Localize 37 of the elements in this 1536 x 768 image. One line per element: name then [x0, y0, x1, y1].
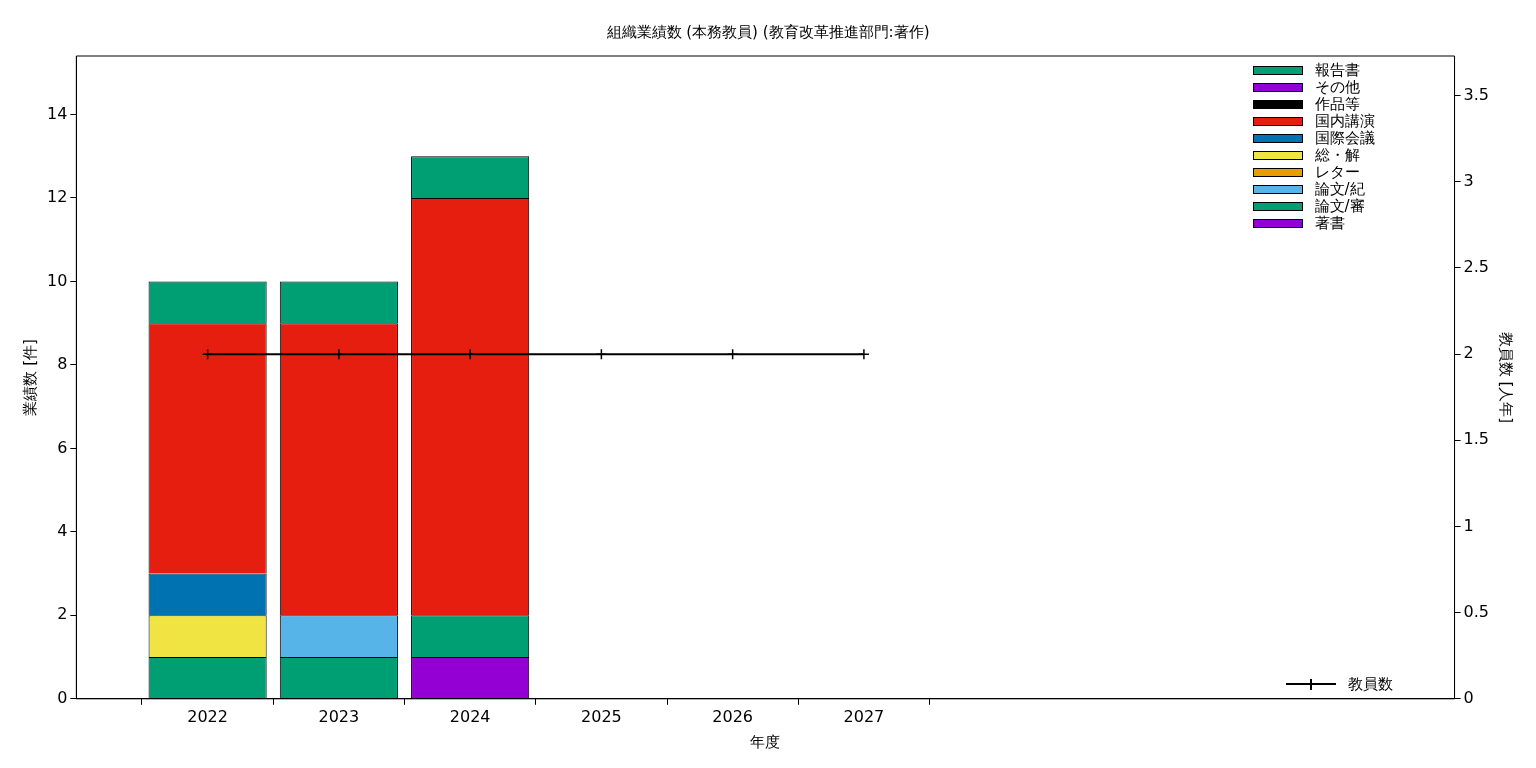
x-tick-label: 2022	[187, 706, 228, 726]
x-tick-label: 2026	[712, 706, 753, 726]
y2-tick-label: 3	[1463, 170, 1474, 190]
legend-label: 国内講演	[1314, 112, 1375, 130]
y2-tick-label: 0.5	[1463, 601, 1490, 621]
x-tick-label: 2027	[843, 706, 885, 726]
legend-label: 報告書	[1314, 61, 1360, 80]
y2-tick-label: 2	[1463, 343, 1474, 363]
y2-tick-label: 1	[1463, 515, 1474, 535]
x-axis-title: 年度	[750, 732, 781, 751]
y-tick-label: 14	[47, 103, 68, 123]
y-tick-label: 12	[47, 187, 68, 207]
legend-label: 教員数	[1347, 674, 1393, 694]
legend-label: 国際会議	[1314, 129, 1375, 148]
y2-axis-title: 教員数 [人年]	[1497, 331, 1516, 424]
legend-label: 総・解	[1314, 146, 1360, 165]
chart-title: 組織業績数 (本務教員) (教育改革推進部門:著作)	[605, 22, 930, 41]
y-tick-label: 4	[57, 521, 68, 540]
x-tick-label: 2023	[318, 706, 360, 726]
legend-label: 著書	[1314, 214, 1345, 233]
y2-tick-label: 2.5	[1463, 257, 1490, 277]
legend-label: その他	[1314, 78, 1360, 97]
legend-label: 作品等	[1314, 95, 1360, 113]
y-tick-label: 6	[57, 437, 68, 457]
x-tick-label: 2025	[581, 706, 622, 726]
y-tick-label: 8	[57, 354, 68, 374]
y2-tick-label: 0	[1463, 687, 1474, 707]
y-axis-title: 業績数 [件]	[20, 339, 39, 416]
y-tick-label: 10	[47, 270, 68, 290]
y-tick-label: 2	[57, 604, 68, 624]
y2-tick-label: 3.5	[1463, 84, 1490, 104]
legend-label: 論文/紀	[1314, 180, 1365, 198]
y-tick-label: 0	[57, 687, 68, 707]
legend-label: レター	[1314, 163, 1360, 181]
x-tick-label: 2024	[449, 706, 491, 726]
legend-label: 論文/審	[1314, 197, 1365, 215]
y2-tick-label: 1.5	[1463, 429, 1490, 449]
